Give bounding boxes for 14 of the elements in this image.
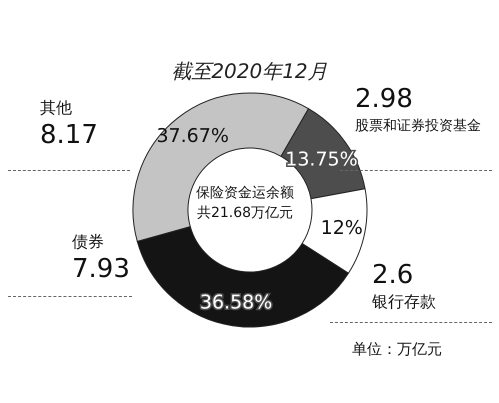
text: 2.98: [355, 84, 413, 114]
text: 2.6: [372, 260, 414, 290]
text: 保险资金运余额共21.68万亿元: [195, 184, 295, 223]
slice-label: 股票和证券投资基金: [355, 117, 481, 136]
data-label: 12%: [320, 217, 363, 240]
slice-label: 债券: [72, 232, 105, 252]
slice-label: 其他: [40, 98, 73, 118]
chart-title: 截至2020年12月: [170, 58, 329, 85]
text: 单位：万亿元: [352, 340, 442, 359]
text: 7.93: [72, 254, 130, 284]
data-label: 36.58%: [200, 291, 272, 314]
text: 8.17: [40, 120, 98, 150]
slice-label: 银行存款: [372, 292, 436, 312]
data-label: 37.67%: [156, 125, 229, 148]
